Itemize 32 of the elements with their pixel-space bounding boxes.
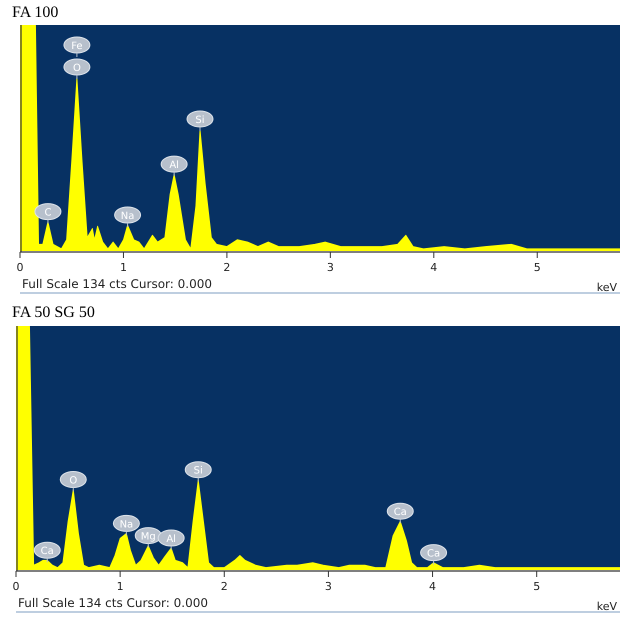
annotation: Na (120, 519, 134, 530)
chart-title: FA 50 SG 50 (12, 304, 95, 321)
x-tick-label: 4 (429, 580, 436, 593)
annotation: C (44, 208, 52, 219)
x-tick-label: 1 (116, 580, 124, 593)
chart-title: FA 100 (12, 4, 58, 21)
annotation: Na (120, 211, 134, 222)
annotation: Ca (394, 507, 407, 518)
x-tick-label: 0 (12, 580, 20, 593)
text: Full Scale 134 cts Cursor: 0.000 (18, 596, 208, 610)
annotation: Ca (427, 548, 440, 560)
x-tick-label: 2 (223, 261, 230, 274)
x-tick-label: 1 (120, 261, 127, 274)
x-tick-label: 3 (326, 261, 334, 274)
annotation: Al (169, 160, 179, 172)
annotation: Al (166, 534, 176, 546)
annotation: Mg (140, 532, 156, 543)
x-axis-title: keV (596, 600, 618, 613)
annotation: O (72, 62, 81, 74)
text: Full Scale 134 cts Cursor: 0.000 (22, 277, 212, 291)
annotation: Si (195, 114, 205, 126)
annotation: Ca (40, 546, 54, 558)
x-tick-label: 0 (16, 261, 24, 274)
annotation: O (69, 475, 78, 486)
annotation: Si (194, 466, 203, 477)
x-axis-title: keV (596, 281, 618, 294)
x-tick-label: 4 (430, 261, 438, 274)
x-tick-label: 3 (324, 580, 332, 593)
x-tick-label: 2 (220, 580, 228, 593)
annotation: Fe (71, 40, 83, 52)
x-tick-label: 5 (533, 580, 540, 593)
x-tick-label: 5 (534, 261, 541, 274)
